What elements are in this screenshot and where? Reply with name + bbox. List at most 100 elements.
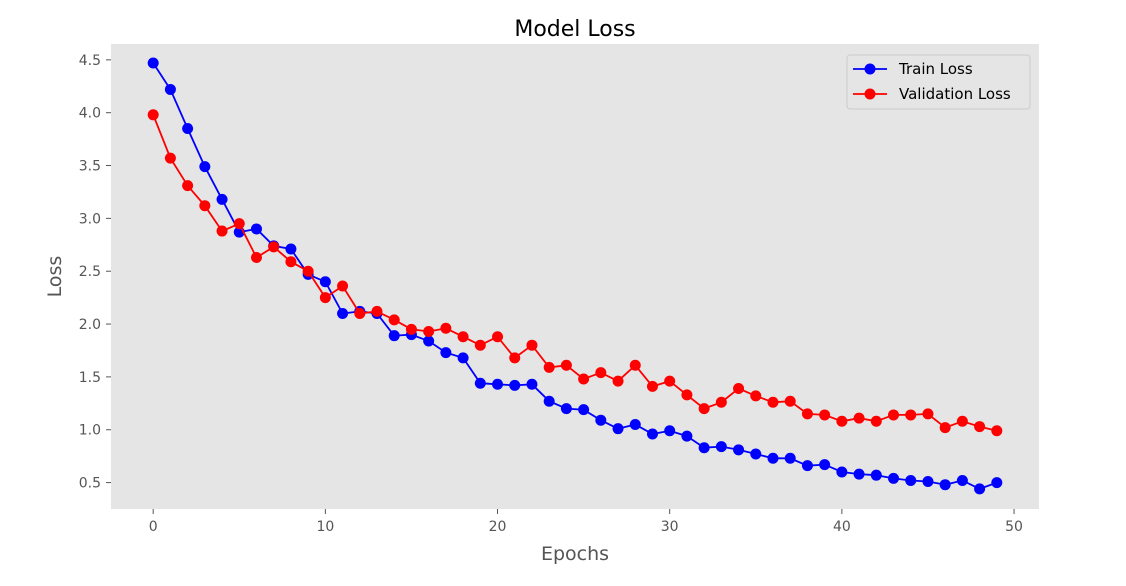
train-loss-point <box>819 459 831 471</box>
validation-loss-point <box>440 322 452 334</box>
legend-box <box>846 54 1031 110</box>
train-loss-point <box>492 378 504 390</box>
x-tick-label: 20 <box>489 519 507 535</box>
train-loss-point <box>595 414 607 426</box>
validation-loss-point <box>784 395 796 407</box>
train-loss-point <box>750 448 762 460</box>
train-loss-point <box>440 347 452 359</box>
train-loss-point <box>526 378 538 390</box>
validation-loss-point <box>905 409 917 421</box>
validation-loss-point <box>526 339 538 351</box>
validation-loss-point <box>474 339 486 351</box>
train-loss-point <box>337 307 349 319</box>
y-tick-label: 4.0 <box>79 106 101 122</box>
validation-loss-point <box>750 390 762 402</box>
train-loss-point <box>182 123 194 135</box>
validation-loss-point <box>922 408 934 420</box>
validation-loss-point <box>543 361 555 373</box>
legend-marker-validation <box>864 88 876 100</box>
validation-loss-point <box>509 352 521 364</box>
validation-loss-point <box>354 307 366 319</box>
validation-loss-point <box>646 380 658 392</box>
validation-loss-point <box>285 256 297 268</box>
validation-loss-point <box>560 359 572 371</box>
train-loss-point <box>199 161 211 173</box>
train-loss-point <box>767 452 779 464</box>
validation-loss-point <box>974 421 986 433</box>
y-tick-label: 3.0 <box>79 211 101 227</box>
validation-loss-point <box>991 425 1003 437</box>
validation-loss-point <box>819 409 831 421</box>
x-axis-label: Epochs <box>541 543 609 565</box>
chart-title: Model Loss <box>514 17 635 42</box>
validation-loss-point <box>164 152 176 164</box>
y-tick-label: 0.5 <box>79 476 101 492</box>
validation-loss-point <box>302 265 314 277</box>
train-loss-point <box>612 423 624 435</box>
y-tick-label: 2.5 <box>79 264 101 280</box>
legend: Train Loss Validation Loss <box>846 54 1031 110</box>
train-loss-point <box>388 330 400 342</box>
validation-loss-point <box>250 251 262 263</box>
legend-label-train: Train Loss <box>898 60 973 78</box>
train-loss-point <box>715 441 727 453</box>
y-axis-label: Loss <box>44 256 66 298</box>
validation-loss-point <box>715 396 727 408</box>
train-loss-point <box>956 474 968 486</box>
validation-loss-point <box>492 331 504 343</box>
validation-loss-point <box>337 280 349 292</box>
validation-loss-point <box>595 367 607 379</box>
train-loss-point <box>698 442 710 454</box>
train-loss-point <box>285 243 297 255</box>
train-loss-point <box>991 477 1003 489</box>
y-tick-label: 2.0 <box>79 317 101 333</box>
validation-loss-point <box>199 200 211 212</box>
validation-loss-point <box>147 109 159 121</box>
train-loss-point <box>474 377 486 389</box>
validation-loss-point <box>182 180 194 192</box>
validation-loss-point <box>268 241 280 253</box>
y-tick-label: 1.5 <box>79 370 101 386</box>
validation-loss-point <box>767 396 779 408</box>
validation-loss-point <box>801 408 813 420</box>
train-loss-point <box>543 395 555 407</box>
train-loss-point <box>646 428 658 440</box>
train-loss-point <box>578 404 590 416</box>
train-loss-point <box>216 193 228 205</box>
plot-area <box>111 44 1039 509</box>
validation-loss-point <box>216 225 228 237</box>
train-loss-point <box>250 223 262 235</box>
y-tick-label: 4.5 <box>79 53 101 69</box>
train-loss-point <box>784 452 796 464</box>
y-tick-label: 3.5 <box>79 159 101 175</box>
train-loss-point <box>939 479 951 491</box>
train-loss-point <box>147 57 159 69</box>
validation-loss-point <box>423 325 435 337</box>
x-tick-label: 40 <box>833 519 851 535</box>
train-loss-point <box>733 444 745 456</box>
validation-loss-point <box>233 218 245 230</box>
train-loss-point <box>801 460 813 472</box>
train-loss-point <box>974 483 986 495</box>
x-tick-label: 50 <box>1005 519 1023 535</box>
validation-loss-point <box>405 323 417 335</box>
validation-loss-point <box>853 412 865 424</box>
train-loss-point <box>905 474 917 486</box>
train-loss-point <box>319 276 331 288</box>
train-loss-point <box>509 379 521 391</box>
train-loss-point <box>870 469 882 481</box>
validation-loss-point <box>629 359 641 371</box>
validation-loss-point <box>319 292 331 304</box>
train-loss-point <box>853 468 865 480</box>
train-loss-point <box>629 418 641 430</box>
validation-loss-point <box>664 375 676 387</box>
train-loss-point <box>423 335 435 347</box>
train-loss-point <box>164 83 176 95</box>
validation-loss-point <box>956 415 968 427</box>
validation-loss-point <box>578 373 590 385</box>
legend-label-validation: Validation Loss <box>899 85 1011 103</box>
validation-loss-point <box>388 314 400 326</box>
train-loss-point <box>664 425 676 437</box>
